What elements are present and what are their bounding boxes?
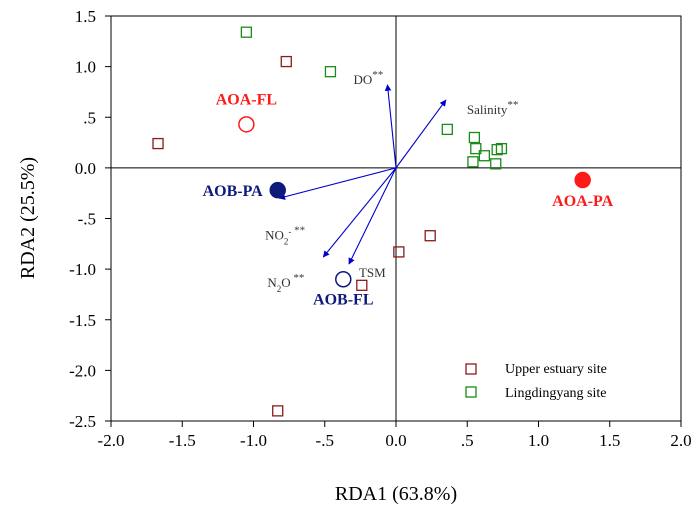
vector-label-salinity: Salinity** <box>467 99 518 117</box>
y-tick-label: -.5 <box>78 210 96 229</box>
x-tick-label: 0.0 <box>385 431 406 450</box>
site-points <box>152 26 508 417</box>
y-tick-label: 1.5 <box>75 7 96 26</box>
y-tick-label: -1.5 <box>69 311 96 330</box>
y-tick-label: -2.0 <box>69 361 96 380</box>
x-tick-label: 2.0 <box>670 431 691 450</box>
axis-ticks: -2.0 -1.5 -1.0 -.5 0.0 .5 1.0 1.5 2.0 1.5 1.0 .5 0.0… <box>69 7 692 450</box>
centroid-label-aob-pa: AOB-PA <box>203 183 264 200</box>
x-tick-label: .5 <box>461 431 474 450</box>
x-tick-label: -1.5 <box>169 431 196 450</box>
y-axis-label: RDA2 (25.5%) <box>17 157 39 279</box>
legend-swatch-upper-estuary <box>465 363 477 375</box>
legend: Upper estuary site Lingdingyang site <box>465 362 607 401</box>
point-lingdingyang-site <box>491 143 503 156</box>
centroid-aoa-pa <box>574 171 591 189</box>
vector-salinity <box>395 99 447 169</box>
point-lingdingyang-site <box>240 26 253 38</box>
x-tick-label: 1.0 <box>528 431 549 450</box>
centroid-label-aoa-pa: AOA-PA <box>552 193 613 210</box>
x-tick-label: -.5 <box>316 431 334 450</box>
point-lingdingyang-site <box>324 66 337 78</box>
x-tick-label: -1.0 <box>240 431 267 450</box>
vector-label-n2o: N2O ** <box>267 272 304 294</box>
point-upper-estuary-site <box>280 55 292 68</box>
group-centroids: AOA-FL AOA-PA AOB-PA AOB-FL <box>203 91 614 308</box>
reference-lines <box>111 16 681 421</box>
point-lingdingyang-site <box>495 142 508 155</box>
x-tick-label: 1.5 <box>599 431 620 450</box>
point-upper-estuary-site <box>393 246 405 258</box>
y-tick-label: .5 <box>83 108 96 127</box>
vector-tsm <box>348 167 397 265</box>
vector-no2 <box>278 167 397 200</box>
centroid-aob-fl <box>335 271 352 288</box>
centroid-aob-pa <box>269 181 286 199</box>
point-upper-estuary-site <box>272 405 284 417</box>
vector-label-tsm: TSM <box>359 265 386 280</box>
y-tick-label: -1.0 <box>69 260 96 279</box>
point-lingdingyang-site <box>478 150 491 162</box>
environment-vectors: DO** Salinity** NO2- ** N2O ** TSM <box>265 69 518 294</box>
x-tick-label: -2.0 <box>98 431 125 450</box>
centroid-aoa-fl <box>238 116 255 133</box>
legend-label-upper-estuary: Upper estuary site <box>505 362 607 377</box>
centroid-label-aob-fl: AOB-FL <box>313 291 373 308</box>
point-upper-estuary-site <box>152 137 164 150</box>
point-lingdingyang-site <box>490 158 502 170</box>
vector-label-no2: NO2- ** <box>265 224 305 246</box>
centroid-label-aoa-fl: AOA-FL <box>216 91 277 108</box>
y-tick-label: 1.0 <box>75 58 96 77</box>
point-upper-estuary-site <box>424 230 436 242</box>
legend-label-lingdingyang: Lingdingyang site <box>505 386 607 401</box>
point-lingdingyang-site <box>468 131 481 144</box>
vector-do <box>384 84 397 168</box>
point-lingdingyang-site <box>470 142 482 155</box>
y-tick-label: 0.0 <box>75 159 96 178</box>
y-tick-label: -2.5 <box>69 412 96 431</box>
point-lingdingyang-site <box>441 123 453 136</box>
legend-swatch-lingdingyang <box>465 386 477 398</box>
x-axis-label: RDA1 (63.8%) <box>335 483 457 505</box>
point-upper-estuary-site <box>356 279 368 291</box>
vector-n2o <box>322 167 397 258</box>
point-lingdingyang-site <box>467 156 479 168</box>
vector-label-do: DO** <box>353 69 383 87</box>
